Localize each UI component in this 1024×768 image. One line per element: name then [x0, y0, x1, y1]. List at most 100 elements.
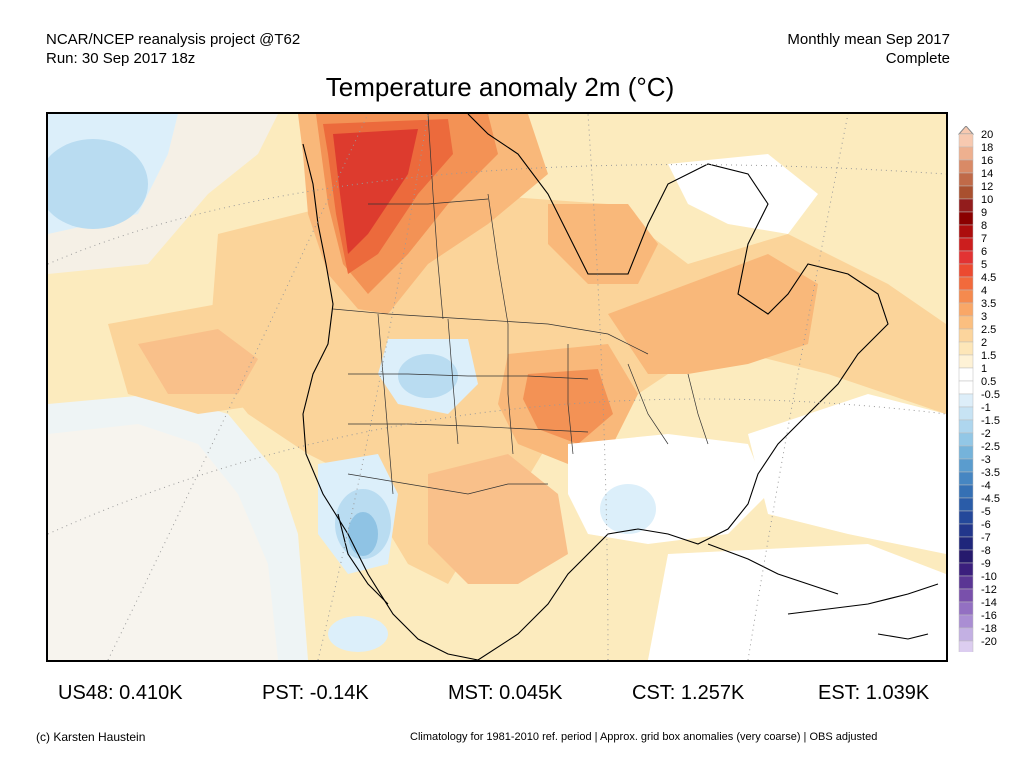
colorbar-label: -1 [981, 402, 991, 414]
colorbar-label: -12 [981, 584, 997, 596]
header-right: Monthly mean Sep 2017 Complete [787, 30, 950, 68]
colorbar-label: -5 [981, 506, 991, 518]
colorbar-swatch [958, 380, 974, 395]
colorbar-label: 3 [981, 311, 988, 323]
colorbar-swatch [958, 445, 974, 460]
colorbar-swatch [958, 263, 974, 278]
colorbar-label: -1.5 [981, 415, 1000, 427]
stat-us48: US48: 0.410K [58, 682, 183, 704]
colorbar-label: -9 [981, 558, 991, 570]
offshore-warm-core [138, 329, 258, 394]
colorbar-label: -8 [981, 545, 991, 557]
colorbar-label: 6 [981, 246, 988, 258]
colorbar-label: 10 [981, 194, 994, 206]
colorbar-swatch [958, 393, 974, 408]
colorbar-swatch [958, 549, 974, 564]
colorbar-label: 4 [981, 285, 988, 297]
colorbar-swatch [958, 315, 974, 330]
southwest-cool-center [348, 512, 378, 556]
colorbar-swatch [958, 601, 974, 616]
colorbar-label: 14 [981, 168, 994, 180]
colorbar-swatch [958, 497, 974, 512]
colorbar-label: -2 [981, 428, 991, 440]
colorbar-swatch [958, 211, 974, 226]
colorbar-label: 7 [981, 233, 988, 245]
colorbar-swatch [958, 432, 974, 447]
colorbar [958, 126, 975, 652]
caribbean-neutral [648, 544, 946, 660]
colorbar-label: 16 [981, 155, 994, 167]
pacific-mexico-cool [328, 616, 388, 652]
hudson-warm [548, 204, 658, 284]
colorbar-swatch [958, 575, 974, 590]
colorbar-swatch [958, 198, 974, 213]
colorbar-label: 3.5 [981, 298, 997, 310]
colorbar-label: -16 [981, 610, 997, 622]
pacific-cool-core [48, 139, 148, 229]
stat-cst: CST: 1.257K [632, 682, 745, 704]
coastlines [302, 114, 939, 660]
colorbar-label: 2.5 [981, 324, 997, 336]
status-label: Complete [885, 50, 950, 67]
credit-text: (c) Karsten Haustein [36, 730, 146, 744]
colorbar-label: 1 [981, 363, 988, 375]
graticule [48, 114, 946, 660]
colorbar-label: -2.5 [981, 441, 1000, 453]
colorbar-label: 9 [981, 207, 988, 219]
colorbar-swatch [958, 185, 974, 200]
colorbar-label: -0.5 [981, 389, 1000, 401]
colorbar-label: -14 [981, 597, 997, 609]
colorbar-swatch [958, 523, 974, 538]
colorbar-swatch [958, 146, 974, 161]
colorbar-swatch [958, 588, 974, 603]
map-title: Temperature anomaly 2m (°C) [325, 72, 675, 102]
south-pacific-white [48, 424, 278, 660]
colorbar-label: -3 [981, 454, 991, 466]
model-label: NCAR/NCEP reanalysis project @T62 [46, 31, 301, 48]
header-left: NCAR/NCEP reanalysis project @T62 Run: 3… [46, 30, 300, 68]
colorbar-label: 4.5 [981, 272, 997, 284]
colorbar-swatch [958, 367, 974, 382]
colorbar-label: -4.5 [981, 493, 1000, 505]
colorbar-label: 1.5 [981, 350, 997, 362]
colorbar-swatch [958, 419, 974, 434]
colorbar-swatch [958, 341, 974, 356]
colorbar-label: -4 [981, 480, 991, 492]
colorbar-swatch [958, 458, 974, 473]
colorbar-label: 2 [981, 337, 988, 349]
colorbar-swatch [958, 640, 974, 652]
climatology-note: Climatology for 1981-2010 ref. period | … [410, 731, 878, 743]
colorbar-label: 0.5 [981, 376, 997, 388]
stat-est: EST: 1.039K [818, 682, 930, 704]
colorbar-label: 20 [981, 129, 994, 141]
colorbar-swatch [958, 484, 974, 499]
colorbar-label: -10 [981, 571, 997, 583]
borders [332, 114, 709, 495]
colorbar-swatch [958, 354, 974, 369]
colorbar-swatch [958, 172, 974, 187]
run-label: Run: 30 Sep 2017 18z [46, 50, 196, 67]
colorbar-swatch [958, 159, 974, 174]
map-canvas [48, 114, 946, 660]
colorbar-swatch [958, 289, 974, 304]
colorbar-label: -20 [981, 636, 997, 648]
texas-mexico-warm [428, 454, 568, 584]
anomaly-map[interactable] [46, 112, 948, 662]
atlantic-neutral [748, 394, 946, 554]
colorbar-swatch [958, 133, 974, 148]
colorbar-top-arrow [958, 126, 975, 135]
colorbar-swatch [958, 510, 974, 525]
colorbar-swatch [958, 627, 974, 642]
colorbar-swatch [958, 471, 974, 486]
colorbar-swatch [958, 237, 974, 252]
colorbar-swatch [958, 302, 974, 317]
period-label: Monthly mean Sep 2017 [787, 31, 950, 48]
colorbar-swatch [958, 328, 974, 343]
stat-mst: MST: 0.045K [448, 682, 563, 704]
stat-pst: PST: -0.14K [262, 682, 369, 704]
colorbar-label: 12 [981, 181, 994, 193]
rockies-cool-core [398, 354, 458, 398]
colorbar-label: -7 [981, 532, 991, 544]
colorbar-swatch [958, 614, 974, 629]
colorbar-label: 8 [981, 220, 988, 232]
